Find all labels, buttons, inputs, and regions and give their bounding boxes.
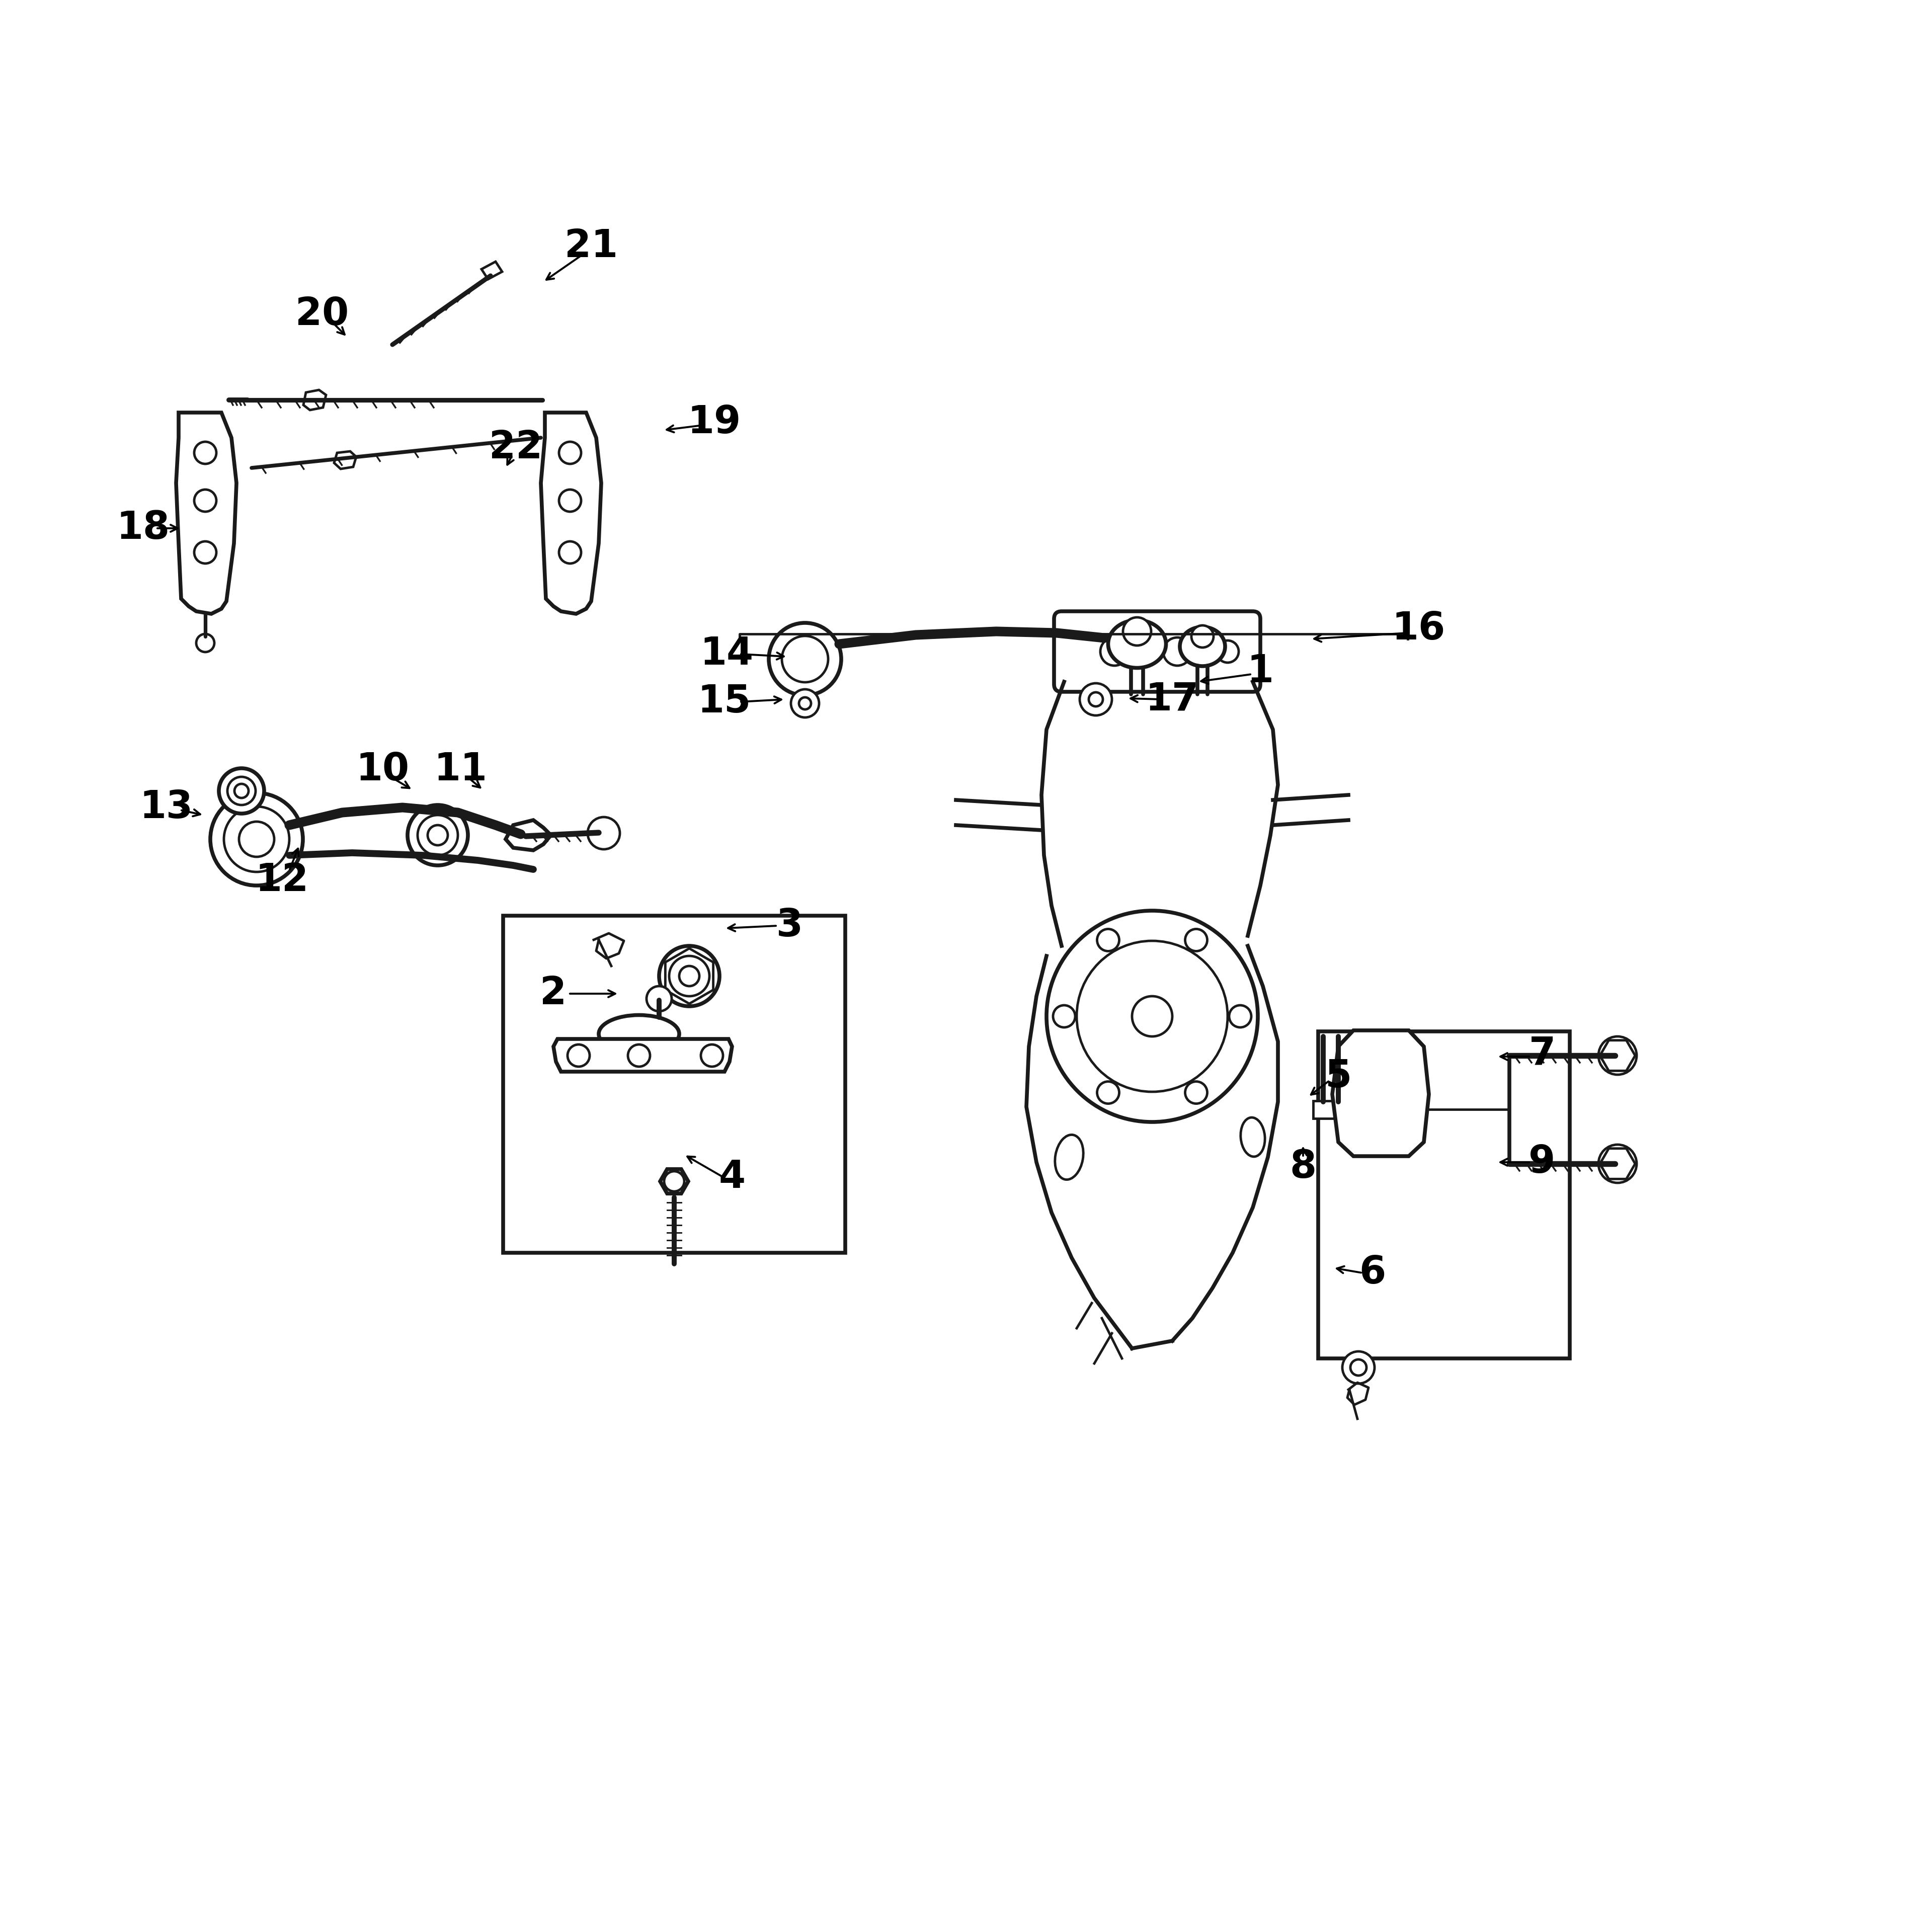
Circle shape	[1097, 1082, 1119, 1103]
Circle shape	[1090, 692, 1103, 707]
Bar	[1314, 1101, 1349, 1119]
Circle shape	[234, 784, 249, 798]
Text: 19: 19	[688, 404, 742, 440]
Circle shape	[1122, 618, 1151, 645]
Ellipse shape	[1180, 626, 1225, 667]
Text: 7: 7	[1528, 1036, 1555, 1072]
Circle shape	[628, 1045, 649, 1066]
Circle shape	[558, 541, 582, 564]
Text: 6: 6	[1358, 1254, 1385, 1291]
Circle shape	[240, 821, 274, 856]
Circle shape	[1598, 1036, 1636, 1074]
Circle shape	[782, 636, 829, 682]
Text: 17: 17	[1146, 680, 1200, 719]
Circle shape	[587, 817, 620, 850]
Circle shape	[1101, 638, 1128, 667]
Polygon shape	[1600, 1148, 1634, 1179]
FancyBboxPatch shape	[1055, 611, 1260, 692]
Text: 16: 16	[1393, 611, 1445, 647]
Circle shape	[1598, 1144, 1636, 1182]
Circle shape	[1229, 1005, 1252, 1028]
Circle shape	[195, 541, 216, 564]
Ellipse shape	[599, 1014, 680, 1053]
Circle shape	[1347, 1061, 1410, 1126]
Text: 18: 18	[116, 510, 170, 547]
Text: 13: 13	[139, 788, 193, 827]
Circle shape	[1163, 638, 1192, 667]
Circle shape	[1217, 641, 1238, 663]
Circle shape	[1053, 1005, 1076, 1028]
Circle shape	[659, 947, 719, 1007]
Circle shape	[1368, 1084, 1389, 1105]
Circle shape	[1350, 1360, 1366, 1376]
Circle shape	[1184, 1082, 1208, 1103]
Ellipse shape	[1055, 1134, 1084, 1180]
Circle shape	[568, 1045, 589, 1066]
Polygon shape	[553, 1039, 732, 1072]
Circle shape	[668, 956, 709, 997]
Circle shape	[218, 769, 265, 813]
Polygon shape	[176, 413, 236, 614]
Text: 1: 1	[1246, 653, 1273, 690]
Polygon shape	[481, 261, 502, 280]
Text: 22: 22	[489, 429, 543, 466]
Ellipse shape	[1109, 620, 1167, 668]
Text: 9: 9	[1528, 1144, 1555, 1180]
Circle shape	[1047, 910, 1258, 1122]
Circle shape	[224, 806, 290, 871]
Text: 21: 21	[564, 228, 618, 265]
Polygon shape	[303, 390, 327, 410]
Polygon shape	[661, 1169, 688, 1194]
Circle shape	[790, 690, 819, 717]
Circle shape	[427, 825, 448, 846]
Polygon shape	[1333, 1030, 1430, 1155]
Text: 10: 10	[355, 752, 410, 788]
Polygon shape	[541, 413, 601, 614]
Circle shape	[417, 815, 458, 856]
Circle shape	[558, 442, 582, 464]
Text: 11: 11	[433, 752, 487, 788]
Circle shape	[665, 1171, 684, 1192]
Circle shape	[195, 442, 216, 464]
Circle shape	[1343, 1350, 1374, 1383]
Circle shape	[1097, 929, 1119, 951]
Text: 5: 5	[1325, 1059, 1352, 1095]
Circle shape	[197, 634, 214, 653]
Circle shape	[408, 806, 468, 866]
Text: 4: 4	[719, 1159, 746, 1196]
Circle shape	[800, 697, 811, 709]
Circle shape	[647, 985, 672, 1010]
Circle shape	[1132, 997, 1173, 1036]
Text: 14: 14	[699, 636, 753, 672]
Circle shape	[228, 777, 255, 806]
Circle shape	[1080, 684, 1113, 715]
Text: 3: 3	[777, 908, 804, 945]
Polygon shape	[1600, 1039, 1634, 1070]
Circle shape	[558, 489, 582, 512]
Text: 15: 15	[697, 684, 752, 721]
Bar	[502, 916, 846, 1252]
Ellipse shape	[1240, 1117, 1265, 1157]
Text: 8: 8	[1291, 1150, 1316, 1186]
Text: 2: 2	[541, 976, 566, 1012]
Circle shape	[1184, 929, 1208, 951]
Circle shape	[211, 792, 303, 885]
Circle shape	[1192, 626, 1213, 647]
Polygon shape	[334, 452, 355, 469]
Bar	[1318, 1032, 1569, 1358]
Circle shape	[701, 1045, 723, 1066]
Text: 12: 12	[255, 862, 309, 898]
Circle shape	[680, 966, 699, 985]
Polygon shape	[506, 819, 551, 850]
Circle shape	[1076, 941, 1227, 1092]
Circle shape	[195, 489, 216, 512]
Circle shape	[769, 622, 840, 696]
Text: 20: 20	[296, 296, 350, 332]
Circle shape	[1356, 1072, 1401, 1117]
